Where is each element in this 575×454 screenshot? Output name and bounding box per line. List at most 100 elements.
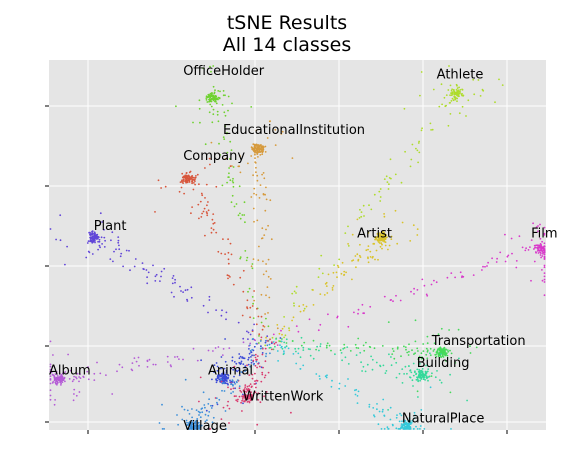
data-point: [199, 200, 202, 203]
data-point: [403, 420, 406, 423]
data-point: [60, 382, 62, 385]
data-point: [409, 240, 412, 242]
data-point: [190, 212, 192, 215]
data-point: [215, 362, 218, 364]
data-point: [291, 157, 294, 160]
data-point: [248, 287, 251, 290]
data-point: [231, 359, 234, 362]
data-point: [258, 146, 260, 148]
data-point: [402, 419, 405, 421]
data-point: [59, 239, 62, 242]
data-point: [258, 197, 261, 199]
data-point: [145, 269, 148, 271]
data-point: [403, 423, 406, 425]
data-point: [262, 273, 265, 276]
series-EducationalInstitution: [210, 120, 294, 341]
data-point: [91, 232, 93, 235]
data-point: [260, 293, 263, 296]
data-point: [217, 90, 220, 92]
data-point: [97, 236, 100, 239]
data-point: [204, 406, 206, 409]
data-point: [400, 425, 403, 427]
data-point: [61, 377, 64, 380]
data-point: [510, 237, 513, 240]
data-point: [204, 413, 207, 416]
data-point: [295, 362, 298, 365]
data-point: [392, 300, 394, 303]
data-point: [403, 373, 405, 375]
data-point: [267, 275, 270, 278]
data-point: [315, 373, 318, 375]
data-point: [411, 420, 413, 422]
data-point: [49, 375, 52, 378]
data-point: [385, 234, 387, 237]
data-point: [540, 245, 543, 248]
data-point: [201, 212, 204, 215]
data-point: [230, 388, 232, 391]
data-point: [379, 188, 382, 190]
data-point: [258, 365, 261, 368]
data-point: [240, 371, 243, 373]
data-point: [387, 321, 390, 323]
data-point: [170, 365, 173, 368]
data-point: [207, 311, 209, 314]
data-point: [319, 343, 322, 345]
data-point: [543, 248, 546, 250]
data-point: [232, 185, 235, 188]
data-point: [117, 239, 120, 242]
data-point: [450, 89, 453, 92]
data-point: [73, 388, 76, 391]
data-point: [212, 416, 215, 419]
data-point: [461, 276, 463, 279]
data-point: [541, 250, 543, 252]
data-point: [347, 243, 349, 245]
data-point: [491, 257, 493, 260]
data-point: [254, 157, 256, 160]
data-point: [225, 428, 227, 430]
data-point: [276, 344, 279, 346]
data-point: [446, 276, 449, 279]
data-point: [260, 366, 263, 369]
data-point: [118, 248, 121, 251]
data-point: [212, 113, 215, 116]
data-point: [295, 325, 298, 327]
data-point: [384, 244, 387, 247]
data-point: [451, 97, 454, 100]
data-point: [328, 344, 331, 347]
series-NaturalPlace: [260, 340, 452, 430]
data-point: [384, 372, 387, 374]
data-point: [213, 222, 216, 224]
data-point: [511, 252, 513, 255]
data-point: [78, 380, 80, 383]
data-point: [416, 289, 419, 291]
data-point: [214, 89, 216, 92]
series-Athlete: [264, 65, 504, 347]
data-point: [235, 395, 237, 397]
data-point: [469, 345, 471, 347]
data-point: [209, 103, 212, 106]
data-point: [212, 213, 215, 216]
data-point: [347, 363, 350, 365]
data-point: [222, 238, 224, 241]
data-point: [414, 370, 416, 373]
data-point: [75, 394, 78, 397]
data-point: [241, 410, 243, 412]
data-point: [423, 284, 426, 287]
data-point: [242, 357, 245, 360]
data-point: [173, 295, 175, 298]
data-point: [247, 290, 249, 293]
data-point: [436, 350, 439, 353]
data-point: [409, 165, 412, 168]
data-point: [390, 235, 393, 238]
data-point: [439, 379, 441, 381]
axis-ticks: [45, 105, 508, 434]
data-point: [217, 376, 220, 379]
data-point: [103, 228, 105, 231]
data-point: [368, 204, 370, 207]
data-point: [479, 95, 482, 97]
data-point: [446, 354, 449, 357]
data-point: [239, 155, 241, 158]
data-point: [359, 243, 361, 246]
data-point: [160, 270, 163, 273]
data-point: [415, 425, 417, 428]
